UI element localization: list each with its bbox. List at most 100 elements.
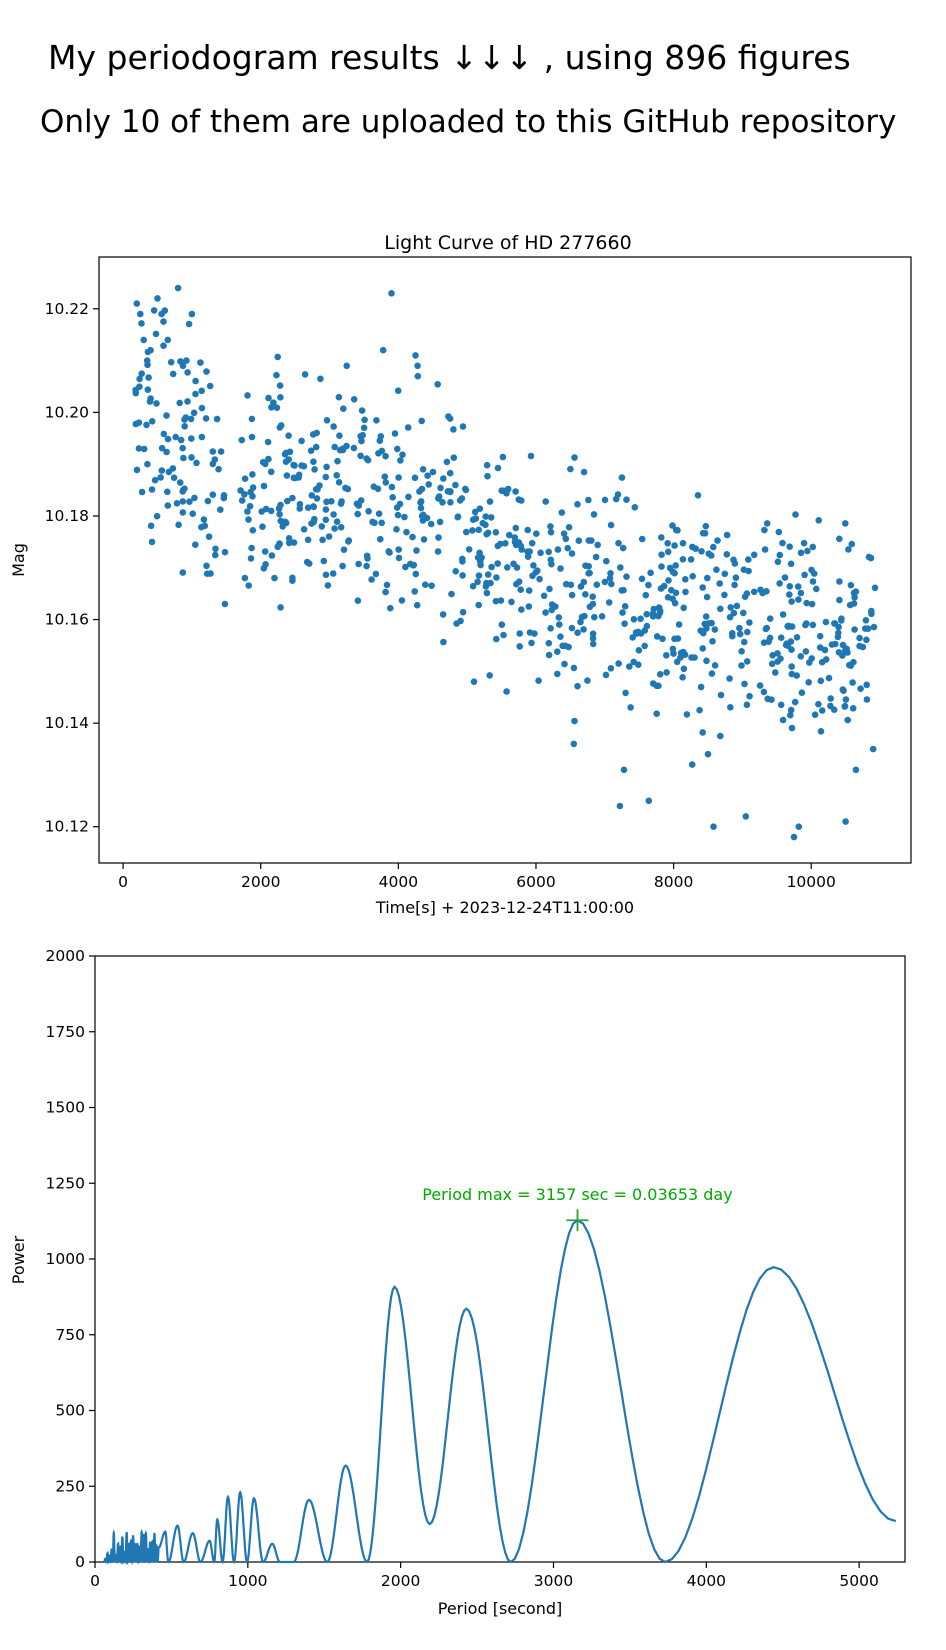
data-point	[136, 383, 143, 391]
data-point	[138, 370, 145, 378]
data-point	[160, 430, 168, 438]
data-point	[691, 654, 698, 661]
data-point	[571, 454, 578, 461]
data-point	[607, 665, 615, 672]
data-point	[200, 516, 208, 523]
data-point	[565, 524, 573, 531]
data-point	[290, 539, 298, 546]
data-point	[474, 554, 482, 561]
data-point	[675, 621, 683, 628]
data-point	[339, 562, 346, 570]
data-point	[769, 652, 776, 659]
data-point	[582, 591, 589, 598]
data-point	[154, 295, 161, 302]
data-point	[708, 670, 716, 677]
data-point	[575, 537, 583, 544]
data-point	[290, 474, 298, 482]
data-point	[211, 456, 219, 463]
data-point	[402, 563, 409, 571]
y-axis: 10.12 10.14 10.16 10.18 10.20 10.22	[45, 300, 99, 836]
data-point	[184, 369, 191, 376]
data-point	[645, 581, 652, 589]
data-point	[470, 678, 478, 685]
data-point	[412, 570, 420, 578]
data-point	[439, 499, 446, 506]
data-point	[483, 461, 491, 469]
data-point	[265, 394, 272, 402]
data-point	[592, 553, 600, 561]
data-point	[197, 359, 204, 366]
data-point	[802, 621, 809, 629]
data-point	[809, 621, 817, 629]
data-point	[389, 494, 397, 501]
data-point	[407, 560, 414, 568]
data-point	[786, 543, 793, 550]
data-point	[606, 574, 614, 582]
data-point	[238, 436, 246, 444]
data-point	[282, 458, 290, 466]
data-point	[525, 587, 533, 594]
data-point	[710, 543, 717, 551]
data-point	[248, 433, 256, 441]
data-point	[797, 653, 805, 660]
data-point	[498, 621, 506, 628]
data-point	[850, 589, 858, 597]
data-point	[671, 635, 678, 643]
data-point	[313, 495, 321, 502]
data-point	[350, 396, 358, 403]
data-point	[150, 307, 158, 314]
data-point	[494, 542, 502, 550]
data-point	[598, 613, 606, 620]
data-point	[537, 549, 544, 557]
data-point	[492, 597, 500, 605]
data-point	[508, 598, 515, 606]
data-point	[179, 444, 186, 452]
x-tick-label: 3000	[534, 1572, 573, 1590]
data-point	[177, 436, 185, 444]
data-point	[310, 458, 317, 466]
data-point	[669, 522, 676, 529]
data-point	[153, 512, 161, 520]
data-point	[697, 683, 705, 691]
data-point	[608, 580, 615, 588]
data-point	[713, 566, 720, 573]
data-point	[454, 513, 462, 520]
data-point	[664, 594, 672, 601]
data-point	[815, 700, 822, 708]
data-point	[419, 511, 427, 519]
data-point	[221, 600, 229, 608]
data-point	[147, 395, 154, 402]
data-point	[842, 520, 849, 527]
data-point	[353, 500, 361, 508]
data-point	[631, 504, 639, 511]
data-point	[689, 573, 696, 580]
data-point	[768, 696, 775, 703]
data-point	[545, 548, 552, 556]
data-point	[282, 449, 290, 457]
data-point	[726, 675, 733, 682]
data-point	[699, 529, 707, 537]
data-point	[360, 424, 368, 432]
data-point	[803, 599, 810, 607]
data-point	[589, 593, 596, 600]
data-point	[816, 632, 824, 640]
data-point	[186, 498, 193, 506]
data-point	[499, 453, 507, 461]
data-point	[494, 560, 502, 567]
data-point	[774, 658, 781, 665]
data-point	[179, 498, 187, 505]
data-point	[325, 533, 333, 540]
data-point	[459, 558, 466, 565]
data-point	[378, 519, 386, 527]
data-point	[619, 609, 626, 616]
data-point	[584, 677, 591, 684]
data-point	[848, 540, 856, 548]
data-point	[317, 375, 324, 383]
data-point	[568, 550, 576, 557]
data-point	[851, 626, 858, 633]
data-point	[726, 613, 734, 621]
data-point	[304, 504, 312, 512]
data-point	[629, 634, 636, 641]
data-point	[506, 531, 513, 539]
data-point	[777, 701, 785, 709]
